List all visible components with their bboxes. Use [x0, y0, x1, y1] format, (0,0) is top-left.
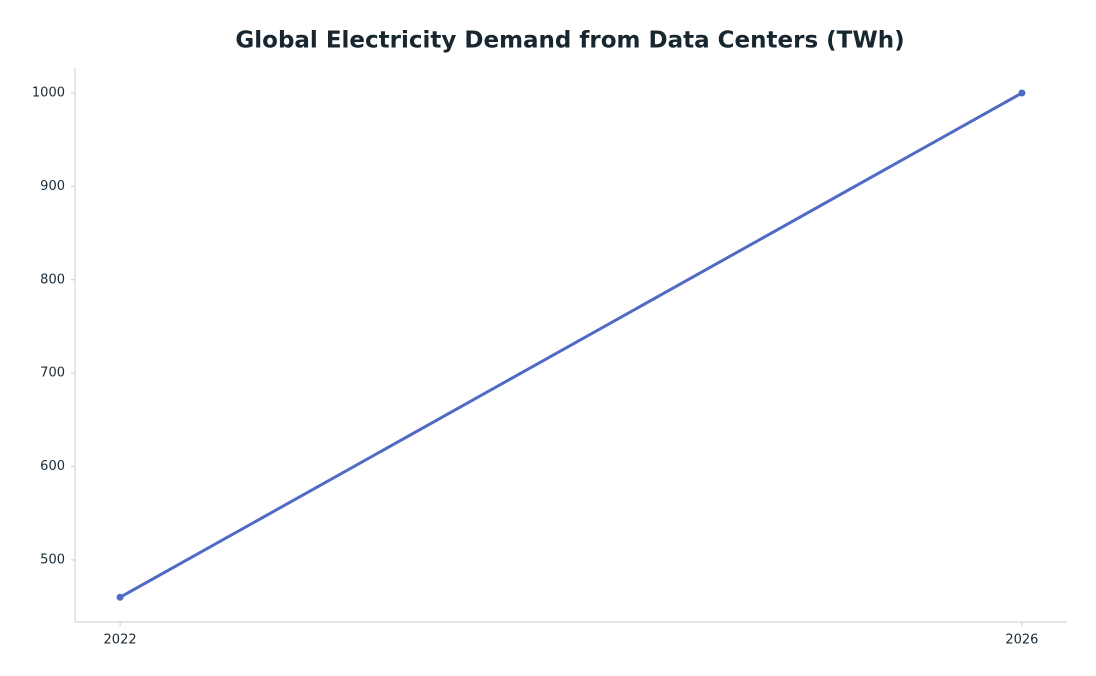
y-tick-label: 700 [40, 366, 65, 381]
point [1018, 89, 1026, 97]
point [116, 593, 124, 601]
y-tick-label: 500 [40, 552, 65, 567]
line [119, 91, 1023, 599]
y-tick-label: 1000 [32, 86, 65, 101]
x-tick-label: 2022 [104, 633, 137, 648]
y-tick-label: 600 [40, 459, 65, 474]
y-tick-label: 800 [40, 272, 65, 287]
y-tick-label: 900 [40, 179, 65, 194]
x-tick-label: 2026 [1005, 633, 1038, 648]
chart-title: Global Electricity Demand from Data Cent… [235, 28, 904, 54]
